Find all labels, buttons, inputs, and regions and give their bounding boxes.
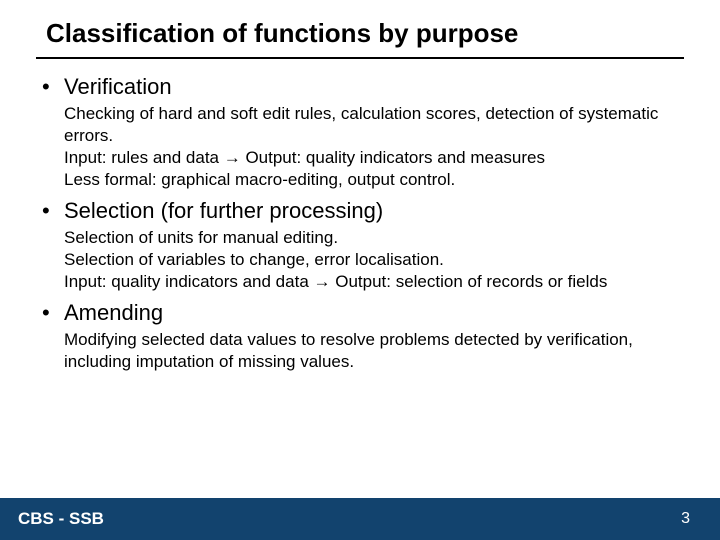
sub-text: Less formal: graphical macro-editing, ou… (38, 169, 684, 191)
sub-text: Checking of hard and soft edit rules, ca… (38, 103, 684, 147)
bullet-dot-icon: • (38, 73, 64, 101)
sub-text: Selection of units for manual editing. (38, 227, 684, 249)
sub-text: Input: rules and data → Output: quality … (38, 147, 684, 169)
footer-bar: CBS - SSB 3 (0, 498, 720, 540)
slide-title: Classification of functions by purpose (36, 18, 684, 59)
footer-org: CBS - SSB (18, 509, 104, 529)
sub-text: Selection of variables to change, error … (38, 249, 684, 271)
bullet-heading: Amending (64, 299, 163, 327)
bullet-dot-icon: • (38, 197, 64, 225)
page-number: 3 (681, 510, 702, 528)
sub-text: Input: quality indicators and data → Out… (38, 271, 684, 293)
bullet-heading: Selection (for further processing) (64, 197, 383, 225)
bullet-selection: • Selection (for further processing) (38, 197, 684, 225)
bullet-amending: • Amending (38, 299, 684, 327)
bullet-dot-icon: • (38, 299, 64, 327)
content-area: • Verification Checking of hard and soft… (36, 73, 684, 373)
slide: Classification of functions by purpose •… (0, 0, 720, 540)
bullet-verification: • Verification (38, 73, 684, 101)
sub-text: Modifying selected data values to resolv… (38, 329, 684, 373)
bullet-heading: Verification (64, 73, 172, 101)
